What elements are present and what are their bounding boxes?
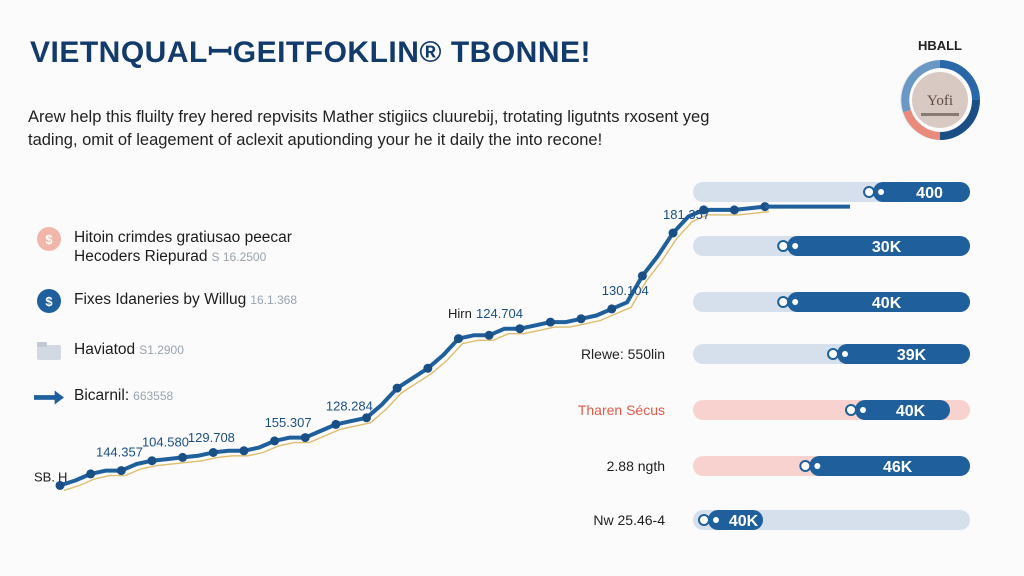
arrow-icon xyxy=(34,386,64,408)
bar-value-label: 40K xyxy=(872,295,902,312)
data-point xyxy=(86,469,96,479)
legend-item-2-num: 16.1.368 xyxy=(250,293,298,307)
data-label: 124.704 xyxy=(476,306,523,321)
bar-value-label: 30K xyxy=(872,239,902,256)
bar-marker-inner xyxy=(814,463,821,469)
bar-fill xyxy=(787,236,970,256)
series-line xyxy=(59,204,766,488)
bar-fill xyxy=(787,292,970,312)
legend-item-1-line2: Hecoders Riepurad xyxy=(74,248,208,265)
data-point xyxy=(576,314,586,324)
bar-marker-inner xyxy=(792,243,799,249)
bar-marker xyxy=(827,348,840,360)
subtitle-line-2: tading, omit of leagement of aclexit apu… xyxy=(28,131,603,149)
bar-track xyxy=(693,510,970,530)
data-point xyxy=(515,324,525,334)
data-point xyxy=(331,419,341,429)
svg-text:$: $ xyxy=(45,232,53,247)
data-point xyxy=(637,271,647,281)
bar-marker xyxy=(698,514,710,526)
data-label: 181.357 xyxy=(663,207,710,222)
dollar-icon: $ xyxy=(34,289,64,313)
data-point xyxy=(545,317,555,327)
data-label: 155.307 xyxy=(265,415,312,430)
bar-value-label: 40K xyxy=(896,403,926,420)
logo-badge: Yofi xyxy=(900,60,980,140)
bar-fill xyxy=(809,456,970,476)
data-point xyxy=(208,447,218,457)
subtitle-line-1: Arew help this fluilty frey hered repvis… xyxy=(28,108,710,126)
bar-marker xyxy=(777,240,790,252)
data-point xyxy=(392,383,402,393)
series-shadow-line xyxy=(63,210,770,492)
data-point xyxy=(178,452,188,462)
bar-value-label: 40K xyxy=(729,513,759,530)
legend-item-2-line1: Fixes Idaneries by Willug xyxy=(74,291,247,308)
bar-marker xyxy=(777,296,790,308)
legend-item-3-num: S1.2900 xyxy=(139,343,184,357)
data-label: 104.580 xyxy=(142,435,189,450)
svg-text:$: $ xyxy=(45,294,53,309)
data-point xyxy=(147,456,157,466)
bar-fill xyxy=(873,182,970,202)
corner-label: HBALL xyxy=(917,38,962,53)
data-label: 128.284 xyxy=(326,398,373,413)
page-title: VIETNQUALꟷGEITFOKLIN® TBONNE! xyxy=(30,36,592,69)
legend-item-1-line1: Hitoin crimdes gratiusao peecar xyxy=(74,229,292,246)
data-point xyxy=(362,413,372,423)
bar-marker-inner xyxy=(842,351,849,357)
bar-marker-inner xyxy=(713,517,719,523)
data-point xyxy=(699,205,709,215)
data-point xyxy=(423,363,433,373)
data-label: 144.357 xyxy=(96,445,143,460)
legend-item-3: Haviatod S1.2900 xyxy=(34,340,184,362)
data-point xyxy=(55,480,65,490)
bar-value-label: 46K xyxy=(883,459,913,476)
bar-marker xyxy=(863,186,876,198)
bar-fill xyxy=(708,510,763,530)
bar-marker xyxy=(845,404,857,416)
bar-fill xyxy=(837,344,970,364)
legend-item-4: Bicarnil: 663558 xyxy=(34,386,173,408)
bar-value-label: 39K xyxy=(897,347,927,364)
badge-text: Yofi xyxy=(927,93,953,109)
data-point xyxy=(453,334,463,344)
legend-item-1: $ Hitoin crimdes gratiusao peecar Hecode… xyxy=(34,227,292,267)
data-label: 130.104 xyxy=(602,283,649,298)
data-label: 129.708 xyxy=(188,430,235,445)
data-point xyxy=(729,205,739,215)
data-point xyxy=(668,228,678,238)
bar-marker-inner xyxy=(860,407,866,413)
legend-item-1-num: S 16.2500 xyxy=(211,250,267,264)
bar-category-label: 2.88 ngth xyxy=(607,458,665,474)
data-point xyxy=(484,330,494,340)
page-subtitle: Arew help this fluilty frey hered repvis… xyxy=(28,106,728,152)
legend-item-4-line1: Bicarnil: xyxy=(74,387,130,404)
data-point xyxy=(116,466,126,476)
data-label: SB. xyxy=(34,469,55,484)
bar-value-label: 400 xyxy=(916,185,943,202)
data-point xyxy=(270,436,280,446)
data-point xyxy=(300,433,310,443)
bar-marker-inner xyxy=(792,299,799,305)
data-point xyxy=(239,446,249,456)
bar-category-label: Nw 25.46-4 xyxy=(593,512,665,528)
bar-marker xyxy=(799,460,812,472)
bar-marker-inner xyxy=(878,189,885,195)
legend-item-4-num: 663558 xyxy=(133,389,174,403)
legend-item-3-line1: Haviatod xyxy=(74,341,136,358)
bar-category-label: Rlewe: 550lin xyxy=(581,346,665,362)
data-label: Hirn xyxy=(448,306,472,321)
legend-item-2: $ Fixes Idaneries by Willug 16.1.368 xyxy=(34,289,298,313)
bar-category-label: Tharen Sécus xyxy=(578,402,665,418)
data-point xyxy=(607,304,617,314)
bitcoin-icon: $ xyxy=(34,227,64,251)
bar-fill xyxy=(855,400,950,420)
data-label: H xyxy=(58,469,67,484)
folder-icon xyxy=(34,340,64,362)
